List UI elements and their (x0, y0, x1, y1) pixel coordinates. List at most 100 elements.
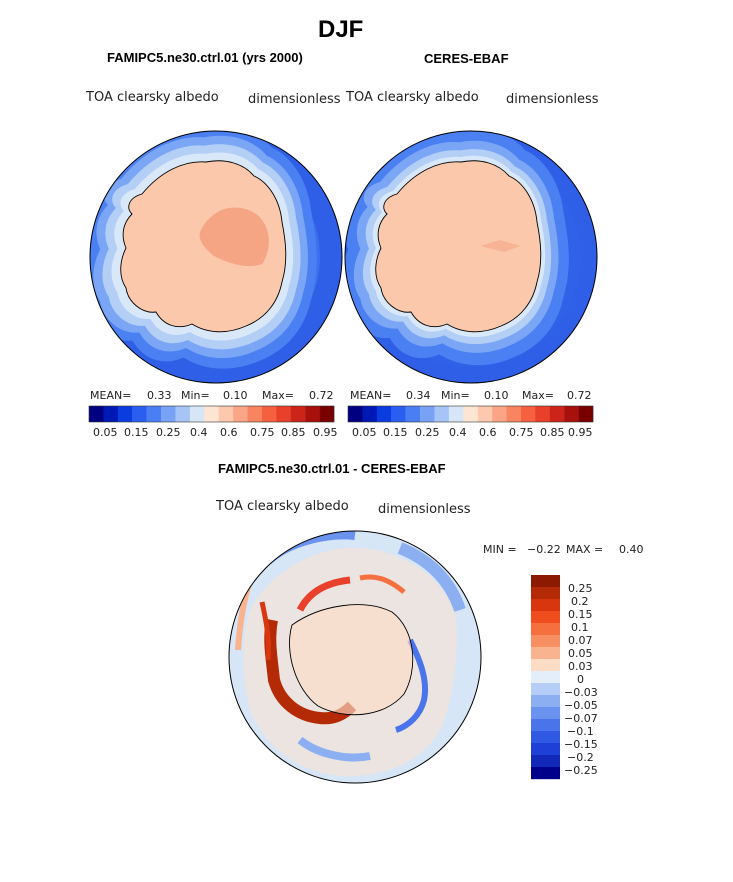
diff-cb-label: 0.15 (568, 608, 593, 621)
colorbar-swatch (463, 406, 478, 422)
colorbar-swatch (276, 406, 291, 422)
panel-model-variable: TOA clearsky albedo (86, 90, 219, 105)
colorbar-swatch (175, 406, 191, 422)
colorbar-swatch (531, 743, 560, 756)
colorbar-swatch (420, 406, 435, 422)
cb-right-tick: 0.6 (479, 426, 497, 439)
obs-max-label: Max= (522, 389, 554, 402)
cb-right-tick: 0.75 (509, 426, 534, 439)
diff-cb-label: 0.03 (568, 660, 593, 673)
colorbar-swatch (531, 755, 560, 768)
colorbar-frame (347, 405, 594, 423)
cb-left-tick: 0.25 (156, 426, 181, 439)
colorbar-swatch (247, 406, 263, 422)
colorbar-swatch (290, 406, 306, 422)
colorbar-swatch (362, 406, 378, 422)
diff-cb-label: −0.15 (564, 738, 598, 751)
diff-cb-label: −0.1 (567, 725, 594, 738)
diff-variable: TOA clearsky albedo (216, 499, 349, 514)
colorbar-swatch (535, 406, 550, 422)
colorbar-frame (88, 405, 335, 423)
diff-cb-label: 0.2 (571, 595, 589, 608)
cb-right-tick: 0.85 (540, 426, 565, 439)
cb-right-tick: 0.25 (415, 426, 440, 439)
colorbar-right (347, 405, 594, 423)
colorbar-swatch (448, 406, 464, 422)
colorbar-swatch (319, 406, 335, 422)
colorbar-swatch (506, 406, 522, 422)
colorbar-swatch (189, 406, 205, 422)
model-min-value: 0.10 (223, 389, 248, 402)
colorbar-difference (531, 575, 560, 780)
colorbar-swatch (531, 599, 560, 612)
map-obs (345, 131, 597, 383)
diff-max-label: MAX = (566, 543, 604, 556)
colorbar-swatch (531, 707, 560, 720)
colorbar-swatch (531, 719, 560, 732)
diff-cb-label: 0.05 (568, 647, 593, 660)
colorbar-swatch (520, 406, 536, 422)
colorbar-left (88, 405, 335, 423)
colorbar-swatch (261, 406, 277, 422)
cb-right-tick: 0.95 (568, 426, 593, 439)
cb-right-tick: 0.15 (383, 426, 408, 439)
panel-model-units: dimensionless (248, 92, 341, 107)
model-mean-value: 0.33 (147, 389, 172, 402)
colorbar-swatch (103, 406, 119, 422)
obs-max-value: 0.72 (567, 389, 592, 402)
model-mean-label: MEAN= (90, 389, 132, 402)
diff-units: dimensionless (378, 502, 471, 517)
obs-mean-value: 0.34 (406, 389, 431, 402)
colorbar-swatch (117, 406, 133, 422)
obs-mean-label: MEAN= (350, 389, 392, 402)
colorbar-swatch (531, 587, 560, 600)
diff-cb-label: −0.25 (564, 764, 598, 777)
map-difference (229, 531, 481, 783)
colorbar-swatch (146, 406, 162, 422)
colorbar-swatch (531, 659, 560, 672)
colorbar-swatch (161, 406, 176, 422)
colorbar-swatch (348, 406, 363, 422)
cb-left-tick: 0.6 (220, 426, 238, 439)
panel-obs-title: CERES-EBAF (424, 51, 509, 66)
colorbar-swatch (233, 406, 248, 422)
cb-left-tick: 0.05 (93, 426, 118, 439)
diff-max-value: 0.40 (619, 543, 644, 556)
colorbar-swatch (531, 575, 560, 588)
diff-title: FAMIPC5.ne30.ctrl.01 - CERES-EBAF (218, 461, 446, 476)
model-max-value: 0.72 (309, 389, 334, 402)
diff-cb-label: 0.07 (568, 634, 593, 647)
colorbar-swatch (204, 406, 219, 422)
colorbar-swatch (531, 731, 560, 744)
diff-cb-label: 0 (577, 673, 584, 686)
panel-obs-units: dimensionless (506, 92, 599, 107)
cb-left-tick: 0.4 (190, 426, 208, 439)
map-difference-border (228, 530, 482, 784)
model-min-label: Min= (181, 389, 210, 402)
colorbar-swatch (376, 406, 392, 422)
colorbar-swatch (578, 406, 594, 422)
colorbar-swatch (89, 406, 104, 422)
colorbar-swatch (531, 635, 560, 648)
cb-right-tick: 0.4 (449, 426, 467, 439)
cb-left-tick: 0.95 (313, 426, 338, 439)
colorbar-swatch (132, 406, 147, 422)
diff-min-label: MIN = (483, 543, 517, 556)
map-model (90, 131, 342, 383)
diff-cb-label: −0.07 (564, 712, 598, 725)
colorbar-swatch (531, 611, 560, 624)
colorbar-swatch (391, 406, 406, 422)
diff-cb-label: 0.1 (571, 621, 589, 634)
diff-min-value: −0.22 (527, 543, 561, 556)
cb-left-tick: 0.85 (281, 426, 306, 439)
panel-obs-variable: TOA clearsky albedo (346, 90, 479, 105)
colorbar-swatch (531, 683, 560, 696)
diff-cb-label: −0.03 (564, 686, 598, 699)
colorbar-swatch (564, 406, 579, 422)
map-model-border (89, 130, 343, 384)
colorbar-swatch (477, 406, 493, 422)
colorbar-swatch (531, 695, 560, 708)
model-max-label: Max= (262, 389, 294, 402)
obs-min-label: Min= (441, 389, 470, 402)
